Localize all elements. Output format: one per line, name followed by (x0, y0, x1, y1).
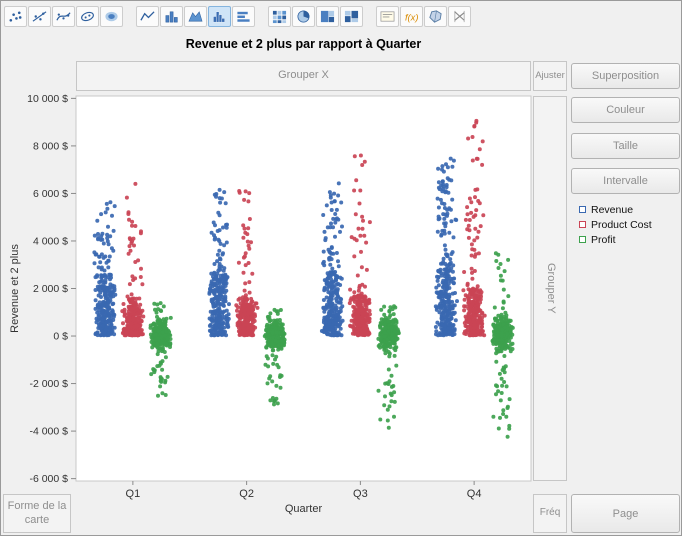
freq-zone[interactable]: Fréq (533, 494, 567, 533)
fit-line-icon[interactable] (28, 5, 51, 27)
chart-svg[interactable]: 10 000 $ 8 000 $ 6 000 $ 4 000 $ 2 000 $ 0 $ -… (1, 89, 536, 521)
svg-text:Revenue et 2 plus: Revenue et 2 plus (9, 244, 21, 333)
drop-zone-fit[interactable]: Ajuster (533, 61, 567, 91)
treemap-icon[interactable] (316, 5, 339, 27)
page-zone-button[interactable]: Page (571, 494, 680, 533)
palette-group (136, 5, 256, 27)
svg-text:0 $: 0 $ (53, 331, 68, 343)
palette-group: f(x) (376, 5, 472, 27)
histogram-icon[interactable] (208, 5, 231, 27)
heatmap-icon[interactable] (268, 5, 291, 27)
map-shapes-icon[interactable] (424, 5, 447, 27)
svg-text:10 000 $: 10 000 $ (27, 93, 68, 105)
legend-item[interactable]: Revenue (579, 202, 652, 217)
contour-icon[interactable] (100, 5, 123, 27)
color-zone-label: Couleur (606, 104, 645, 116)
drop-zone-group-x[interactable]: Grouper X (76, 61, 531, 91)
legend: Revenue Product Cost Profit (579, 202, 652, 247)
area-icon[interactable] (184, 5, 207, 27)
page-zone-label: Page (612, 507, 639, 520)
interval-zone-button[interactable]: Intervalle (571, 168, 680, 194)
palette-group (268, 5, 364, 27)
freq-zone-label: Fréq (539, 507, 561, 519)
svg-text:Q4: Q4 (467, 488, 482, 500)
element-palette: f(x) (4, 4, 484, 28)
legend-item[interactable]: Product Cost (579, 217, 652, 232)
drop-zone-group-y-label: Grouper Y (544, 263, 557, 314)
size-zone-button[interactable]: Taille (571, 133, 680, 159)
drop-zone-group-y[interactable]: Grouper Y (533, 96, 567, 481)
color-zone-button[interactable]: Couleur (571, 97, 680, 123)
line-icon[interactable] (136, 5, 159, 27)
svg-text:-6 000 $: -6 000 $ (29, 473, 68, 485)
svg-text:2 000 $: 2 000 $ (33, 283, 68, 295)
ellipse-icon[interactable] (76, 5, 99, 27)
legend-label: Profit (591, 233, 616, 246)
legend-marker-icon (579, 236, 586, 243)
overlay-zone-label: Superposition (591, 70, 660, 82)
legend-item[interactable]: Profit (579, 232, 652, 247)
scatter-points-icon[interactable] (4, 5, 27, 27)
legend-label: Revenue (591, 203, 634, 216)
drop-zone-fit-label: Ajuster (535, 70, 565, 82)
svg-text:f(x): f(x) (405, 12, 419, 22)
drop-zone-group-x-label: Grouper X (278, 69, 329, 82)
svg-text:4 000 $: 4 000 $ (33, 235, 68, 247)
svg-text:Q1: Q1 (126, 488, 141, 500)
svg-text:Quarter: Quarter (285, 503, 323, 515)
map-shape-zone[interactable]: Forme de la carte (3, 494, 71, 533)
svg-text:Q2: Q2 (239, 488, 254, 500)
map-shape-zone-label: Forme de la carte (7, 499, 67, 526)
pie-icon[interactable] (292, 5, 315, 27)
legend-marker-icon (579, 206, 586, 213)
smoother-icon[interactable] (52, 5, 75, 27)
interval-bars-icon[interactable] (232, 5, 255, 27)
formula-icon[interactable]: f(x) (400, 5, 423, 27)
svg-text:-4 000 $: -4 000 $ (29, 426, 68, 438)
bar-icon[interactable] (160, 5, 183, 27)
svg-text:-2 000 $: -2 000 $ (29, 378, 68, 390)
chart-title: Revenue et 2 plus par rapport à Quarter (185, 37, 422, 51)
caption-box-icon[interactable] (376, 5, 399, 27)
legend-label: Product Cost (591, 218, 652, 231)
size-zone-label: Taille (612, 140, 639, 152)
overlay-zone-button[interactable]: Superposition (571, 63, 680, 89)
svg-text:8 000 $: 8 000 $ (33, 140, 68, 152)
palette-group (4, 5, 124, 27)
mosaic-icon[interactable] (340, 5, 363, 27)
legend-marker-icon (579, 221, 586, 228)
interval-zone-label: Intervalle (603, 175, 648, 187)
svg-text:Q3: Q3 (353, 488, 368, 500)
svg-text:6 000 $: 6 000 $ (33, 188, 68, 200)
parallel-icon[interactable] (448, 5, 471, 27)
